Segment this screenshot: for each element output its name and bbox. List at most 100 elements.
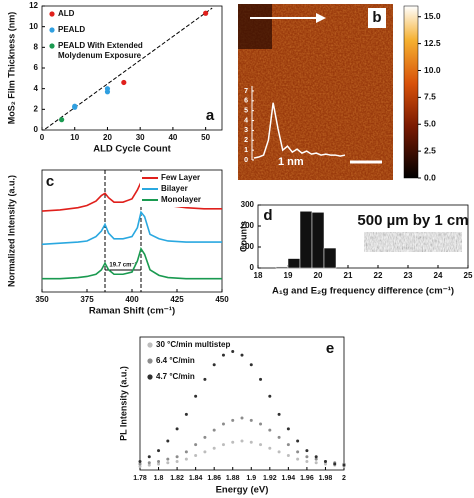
- legend-label: 4.7 °C/min: [156, 372, 195, 381]
- x-tick-label: 375: [80, 295, 94, 304]
- data-point: [166, 439, 170, 443]
- x-tick-label: 1.92: [263, 475, 277, 482]
- y-axis-label: Counts: [238, 221, 248, 252]
- x-tick-label: 21: [344, 271, 353, 280]
- colorbar-tick-label: 15.0: [424, 11, 441, 21]
- x-tick-label: 400: [125, 295, 139, 304]
- inset-tick-label: 2: [244, 137, 248, 144]
- data-point: [231, 440, 235, 444]
- legend-swatch: [49, 27, 55, 33]
- x-tick-label: 24: [434, 271, 443, 280]
- inset-profile: [253, 102, 346, 159]
- data-point: [296, 457, 300, 461]
- data-point: [147, 463, 151, 467]
- data-point: [221, 353, 225, 357]
- panel-label-box: [261, 207, 275, 225]
- data-point: [259, 377, 263, 381]
- data-point: [184, 450, 188, 454]
- data-point: [147, 461, 151, 465]
- data-point: [268, 394, 272, 398]
- legend-swatch: [147, 358, 153, 364]
- legend-label: PEALD: [58, 25, 85, 34]
- y-axis-label: PL Intensity (a.u.): [118, 366, 128, 441]
- x-tick-label: 30: [136, 133, 145, 142]
- annotation: 500 µm by 1 cm: [357, 212, 468, 229]
- data-point: [323, 462, 327, 466]
- x-axis-label: Raman Shift (cm⁻¹): [89, 306, 175, 317]
- x-tick-label: 2: [342, 475, 346, 482]
- data-point: [121, 79, 127, 86]
- panel-label: a: [206, 107, 215, 124]
- x-tick-label: 20: [314, 271, 323, 280]
- data-point: [138, 462, 142, 466]
- data-point: [296, 439, 300, 443]
- data-point: [184, 412, 188, 416]
- data-point: [305, 449, 309, 453]
- panel-label-box: [43, 173, 57, 191]
- y-tick-label: 6: [34, 63, 39, 72]
- inset-tick-label: 5: [244, 108, 248, 115]
- y-tick-label: 10: [29, 22, 38, 31]
- data-point: [277, 450, 281, 454]
- histogram-bar: [287, 258, 301, 269]
- legend-label: 6.4 °C/min: [156, 356, 195, 365]
- y-tick-label: 4: [34, 84, 39, 93]
- data-point: [259, 443, 263, 447]
- y-tick-label: 100: [241, 242, 255, 251]
- data-point: [175, 460, 179, 464]
- y-tick-label: 200: [241, 221, 255, 230]
- legend: 30 °C/min multistep 6.4 °C/min 4.7 °C/min: [147, 340, 230, 381]
- data-point: [157, 449, 161, 453]
- data-point: [305, 460, 309, 464]
- data-point: [240, 416, 244, 420]
- legend-label: Few Layer: [161, 173, 200, 182]
- colorbar: [403, 5, 419, 179]
- data-point: [286, 443, 290, 447]
- data-point: [157, 460, 161, 464]
- data-point: [314, 461, 318, 465]
- panel-label-box: [203, 107, 217, 125]
- legend: ALD PEALD PEALD With Extended Molydenum Exp…: [49, 9, 143, 60]
- panel-label: c: [46, 173, 54, 190]
- data-point: [104, 86, 111, 92]
- panel-label: e: [326, 340, 334, 357]
- panel-label-box: [368, 8, 386, 28]
- x-tick-label: 1.9: [246, 475, 256, 482]
- data-point: [231, 418, 235, 422]
- data-point: [286, 427, 290, 431]
- panel-label: d: [263, 207, 272, 224]
- y-tick-label: 0: [250, 263, 255, 272]
- x-tick-label: 1.84: [189, 475, 203, 482]
- legend-label: Monolayer: [161, 195, 201, 204]
- fit-line: [44, 7, 213, 130]
- y-axis-label: MoS₂ Film Thickness (nm): [6, 12, 16, 125]
- data-point: [194, 443, 198, 447]
- x-tick-label: 25: [464, 271, 473, 280]
- inset-annotation: 1 nm: [278, 156, 304, 168]
- x-tick-label: 450: [215, 295, 229, 304]
- inset-tick-label: 1: [244, 147, 248, 154]
- data-point: [138, 464, 142, 468]
- data-point: [212, 446, 216, 450]
- data-point: [240, 439, 244, 443]
- data-point: [296, 450, 300, 454]
- afm-dark-patch: [238, 4, 272, 49]
- x-tick-label: 40: [168, 133, 177, 142]
- inset-tick-label: 3: [244, 127, 248, 134]
- data-point: [268, 428, 272, 432]
- plot-frame: [257, 204, 469, 269]
- x-tick-label: 18: [254, 271, 263, 280]
- legend-swatch: [49, 11, 55, 17]
- x-tick-label: 1.78: [133, 475, 147, 482]
- data-point: [147, 455, 151, 459]
- histogram-bar: [299, 211, 313, 269]
- colorbar-tick-label: 12.5: [424, 38, 441, 48]
- series-line: [41, 210, 222, 246]
- x-tick-label: 23: [404, 271, 413, 280]
- legend-swatch: [147, 342, 153, 348]
- inset-tick-label: 7: [244, 88, 248, 95]
- data-point: [277, 435, 281, 439]
- y-tick-label: 12: [29, 1, 38, 10]
- data-point: [203, 377, 207, 381]
